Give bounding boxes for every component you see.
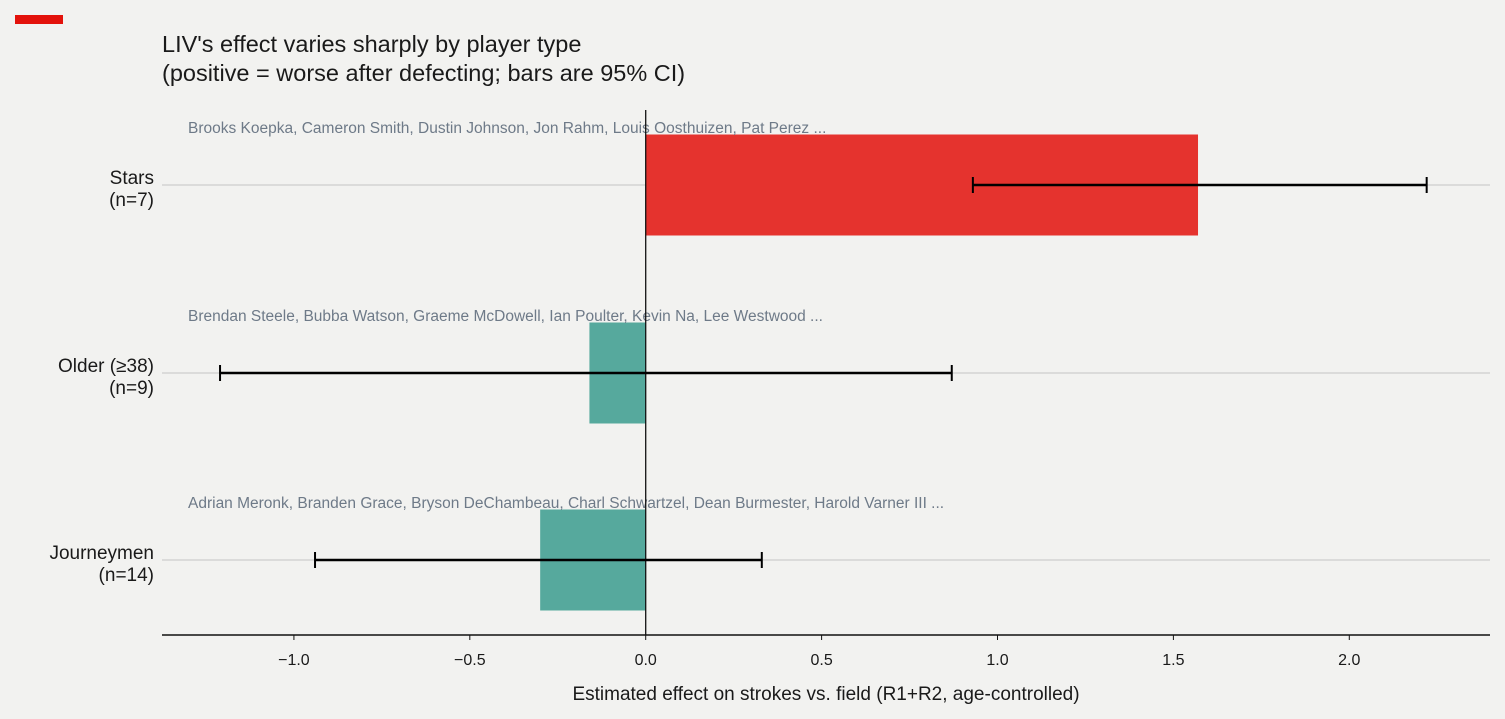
x-tick-label-5: 1.5 bbox=[1162, 652, 1184, 669]
x-tick-label-0: −1.0 bbox=[278, 652, 310, 669]
category-label-0: Stars bbox=[110, 168, 154, 189]
category-count-2: (n=14) bbox=[99, 565, 154, 586]
player-annotation-2: Adrian Meronk, Branden Grace, Bryson DeC… bbox=[188, 495, 944, 512]
category-label-2: Journeymen bbox=[49, 543, 154, 564]
x-tick-label-1: −0.5 bbox=[454, 652, 486, 669]
x-tick-label-3: 0.5 bbox=[810, 652, 832, 669]
x-tick-label-4: 1.0 bbox=[986, 652, 1008, 669]
title-line-2: (positive = worse after defecting; bars … bbox=[162, 60, 686, 86]
category-count-0: (n=7) bbox=[109, 190, 154, 211]
category-count-1: (n=9) bbox=[109, 378, 154, 399]
x-axis-label: Estimated effect on strokes vs. field (R… bbox=[572, 684, 1079, 705]
brand-bar bbox=[15, 15, 63, 24]
x-tick-label-2: 0.0 bbox=[635, 652, 657, 669]
player-annotation-1: Brendan Steele, Bubba Watson, Graeme McD… bbox=[188, 308, 823, 325]
x-tick-label-6: 2.0 bbox=[1338, 652, 1360, 669]
title-line-1: LIV's effect varies sharply by player ty… bbox=[162, 31, 582, 57]
player-annotation-0: Brooks Koepka, Cameron Smith, Dustin Joh… bbox=[188, 120, 826, 137]
chart-title: LIV's effect varies sharply by player ty… bbox=[162, 30, 685, 88]
category-label-1: Older (≥38) bbox=[58, 356, 154, 377]
